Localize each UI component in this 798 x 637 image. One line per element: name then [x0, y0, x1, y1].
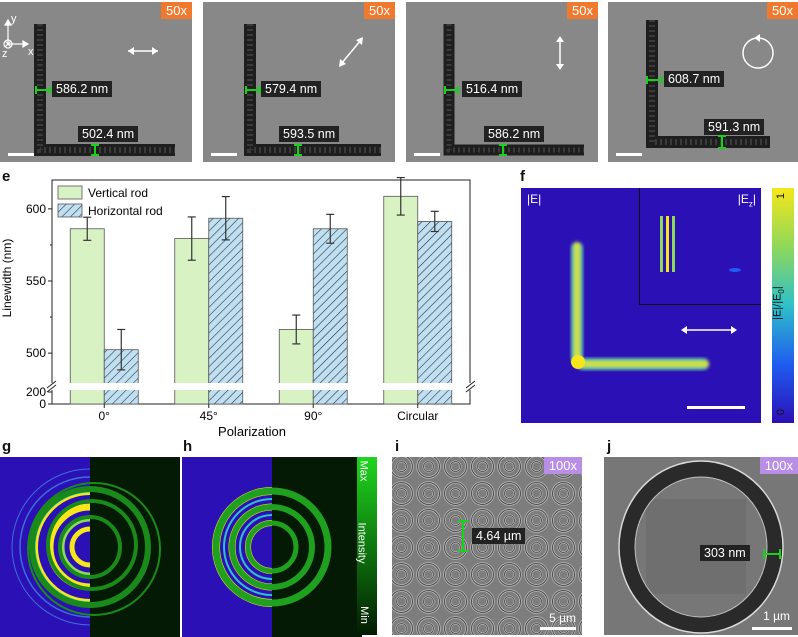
l-shape-rod [3, 18, 175, 156]
magnification-badge: 50x [767, 2, 798, 19]
vertical-linewidth-tag: 608.7 nm [664, 71, 725, 87]
plot-frame [51, 179, 471, 405]
sem-image-c: 50x 516.4 nm 586.2 nm [406, 2, 598, 162]
sem-image-a: y z x 50x 586.2 nm 502.4 nm [0, 2, 192, 162]
vertical-linewidth-tag: 516.4 nm [462, 81, 523, 97]
period-tag: 4.64 µm [472, 528, 526, 544]
sem-image-i: 100x 4.64 µm 5 µm [392, 457, 582, 635]
horizontal-linewidth-tag: 591.3 nm [704, 119, 765, 135]
y-axis-label: Linewidth (nm) [0, 239, 14, 318]
panel-label-j: j [607, 438, 612, 455]
panel-label-i: i [395, 438, 400, 455]
bar [208, 217, 244, 405]
x-tick-label: Circular [397, 409, 438, 423]
x-tick-label: 90° [304, 409, 322, 423]
field-l-shape [571, 242, 745, 409]
ring-pattern [11, 457, 180, 637]
bar [174, 238, 210, 405]
legend-swatch [57, 185, 83, 200]
l-shape-rod [646, 20, 774, 149]
intensity-panel-h [182, 457, 362, 637]
axis-break-mark [465, 380, 476, 389]
colorbar: 1 |E|/|E0| 0 [772, 188, 794, 423]
field-map: |Ez| |E| [521, 188, 761, 423]
panel-label-g: g [2, 438, 12, 455]
sem-image-b: 50x 579.4 nm 593.5 nm [203, 2, 395, 162]
ring-array [392, 457, 582, 635]
colorbar-max: 1 [775, 192, 788, 200]
axis-break-mark [46, 380, 57, 389]
y-tick-label: 500 [26, 346, 46, 360]
scale-bar [211, 153, 237, 156]
l-shape-rod [244, 24, 381, 156]
scale-bar [616, 153, 642, 156]
ring-pattern [212, 457, 362, 637]
scale-bar [8, 153, 34, 156]
horizontal-linewidth-tag: 502.4 nm [78, 126, 139, 142]
coordinate-axes-icon [3, 18, 30, 49]
bar [417, 221, 453, 405]
magnification-badge: 100x [759, 457, 798, 474]
panel-label-e: e [2, 168, 11, 185]
x-axis-label: Polarization [218, 424, 286, 438]
bar [312, 228, 348, 405]
intensity-scale: Max Intensity Min [355, 457, 377, 635]
y-tick-label: 550 [26, 274, 46, 288]
legend-label: Vertical rod [88, 186, 148, 200]
panel-label-h: h [183, 438, 193, 455]
y-tick-label: 600 [26, 202, 46, 216]
axis-z-label: z [2, 48, 8, 60]
y-tick-label: 200 [26, 385, 46, 399]
scale-bar [414, 153, 440, 156]
axis-y-label: y [11, 13, 17, 25]
colorbar-min: 0 [775, 408, 788, 416]
axis-break [51, 383, 471, 390]
bar [383, 195, 419, 405]
ez-inset: |Ez| [639, 188, 761, 305]
legend-label: Horizontal rod [88, 204, 163, 218]
intensity-max: Max [357, 460, 370, 482]
bar [69, 228, 105, 405]
scale-bar-label: 1 µm [763, 609, 790, 623]
ring-width-tag: 303 nm [700, 545, 750, 561]
ez-title: |Ez| [737, 192, 756, 209]
sem-image-j: 100x 303 nm 1 µm [604, 457, 798, 635]
vertical-linewidth-tag: 586.2 nm [52, 81, 113, 97]
horizontal-linewidth-tag: 586.2 nm [484, 126, 545, 142]
intensity-label: Intensity [355, 522, 368, 564]
scale-bar [752, 627, 792, 630]
scale-bar-label: 5 µm [549, 611, 576, 625]
horizontal-linewidth-tag: 593.5 nm [279, 126, 340, 142]
ez-field-lines [660, 216, 741, 272]
intensity-panel-g [0, 457, 180, 637]
intensity-min: Min [357, 606, 370, 624]
magnification-badge: 50x [567, 2, 598, 19]
x-tick-label: 45° [200, 409, 218, 423]
y-tick-label: 0 [39, 397, 46, 411]
axis-break-mark [46, 384, 57, 393]
vertical-linewidth-tag: 579.4 nm [261, 81, 322, 97]
magnification-badge: 100x [543, 457, 582, 474]
magnification-badge: 50x [161, 2, 192, 19]
polarization-arrow-icon [340, 39, 362, 65]
sem-image-d: 50x 608.7 nm 591.3 nm [608, 2, 798, 162]
scale-bar [687, 406, 745, 409]
axis-break-mark [465, 384, 476, 393]
axis-x-label: x [28, 46, 34, 58]
legend-swatch [57, 203, 83, 218]
x-tick-label: 0° [99, 409, 111, 423]
e-title: |E| [527, 192, 542, 206]
scale-bar [540, 627, 576, 630]
l-shape-rod [443, 24, 584, 156]
colorbar-label: |E|/|E0| [771, 286, 786, 320]
magnification-badge: 50x [364, 2, 395, 19]
circular-polarization-icon [742, 37, 774, 69]
panel-label-f: f [520, 168, 525, 185]
